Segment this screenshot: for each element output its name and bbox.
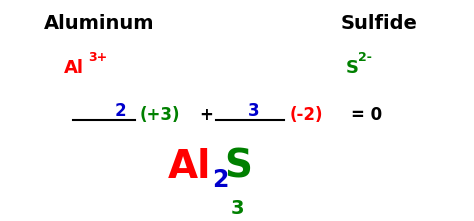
Text: 2: 2: [115, 102, 127, 120]
Text: Al: Al: [168, 148, 212, 186]
Text: Al: Al: [64, 59, 84, 77]
Text: = 0: = 0: [351, 107, 382, 124]
Text: Aluminum: Aluminum: [44, 14, 155, 33]
Text: 2: 2: [212, 168, 229, 192]
Text: +: +: [199, 107, 213, 124]
Text: (+3): (+3): [140, 107, 180, 124]
Text: 3: 3: [248, 102, 259, 120]
Text: (-2): (-2): [289, 107, 323, 124]
Text: S: S: [346, 59, 359, 77]
Text: S: S: [224, 148, 252, 186]
Text: 3: 3: [230, 199, 244, 218]
Text: 3+: 3+: [88, 51, 107, 64]
Text: 2-: 2-: [358, 51, 372, 64]
Text: Sulfide: Sulfide: [341, 14, 418, 33]
